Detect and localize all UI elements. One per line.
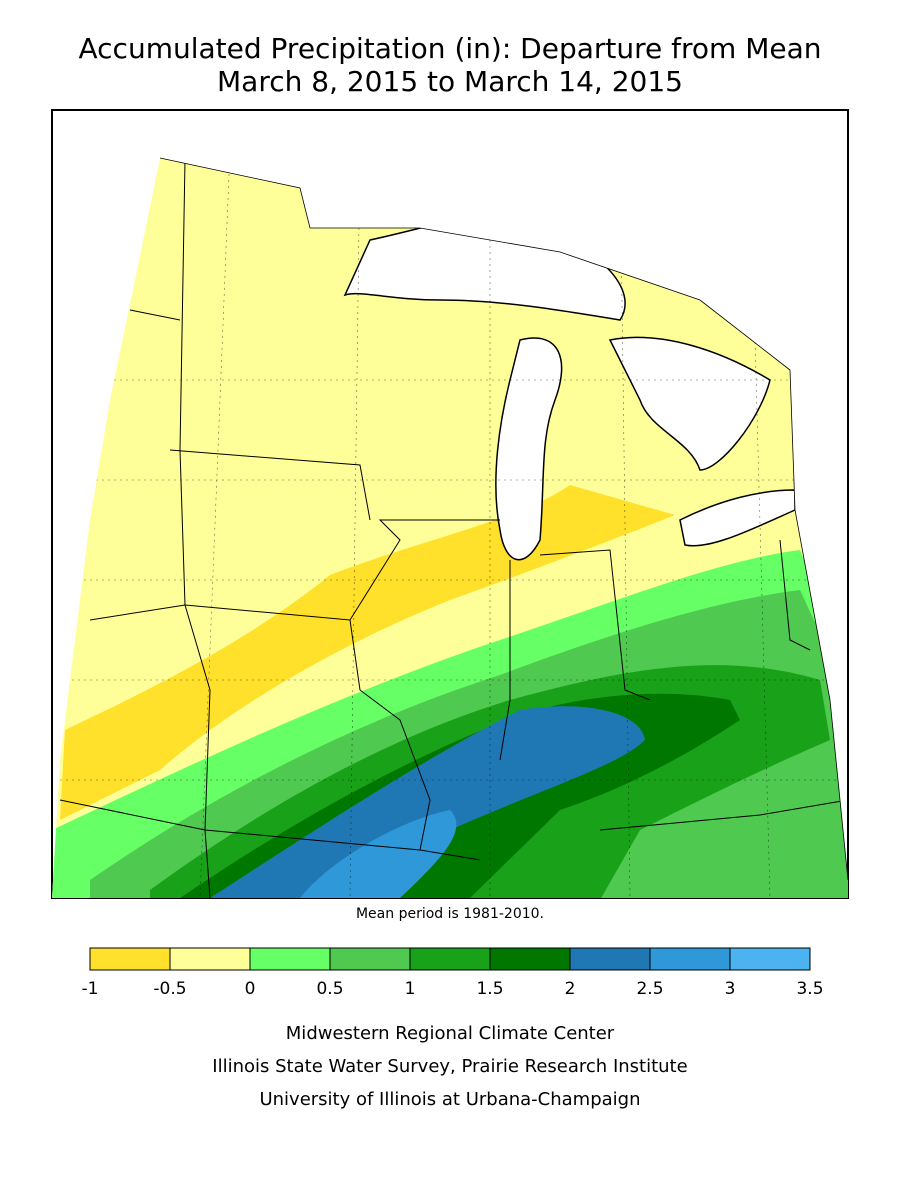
legend-tick-label: 3.5 xyxy=(796,979,823,999)
zone-gold xyxy=(60,485,675,820)
note: Mean period is 1981-2010. xyxy=(356,906,544,922)
legend-tick-label: 3 xyxy=(725,979,736,999)
lake-michigan xyxy=(495,337,563,561)
legend-swatch xyxy=(569,947,651,971)
legend-swatch xyxy=(329,947,411,971)
legend-tick-label: 0 xyxy=(245,979,256,999)
legend-tick-label: 2.5 xyxy=(636,979,663,999)
legend-swatch xyxy=(489,947,571,971)
credit-line: Illinois State Water Survey, Prairie Res… xyxy=(212,1056,687,1077)
state-borders xyxy=(59,159,848,898)
legend-tick-label: -1 xyxy=(82,979,99,999)
title-line: Accumulated Precipitation (in): Departur… xyxy=(79,32,822,65)
legend-swatch xyxy=(409,947,491,971)
map-fill xyxy=(52,158,848,898)
legend-swatch xyxy=(649,947,731,971)
lake-huron xyxy=(608,336,771,471)
legend-tick-label: 2 xyxy=(565,979,576,999)
legend-tick-label: 1.5 xyxy=(476,979,503,999)
credit-line: University of Illinois at Urbana-Champai… xyxy=(259,1089,640,1110)
legend-tick-label: 0.5 xyxy=(316,979,343,999)
graticule xyxy=(60,158,848,898)
zone-blue-1 xyxy=(210,706,645,898)
domain-edge xyxy=(159,157,849,881)
title-line: March 8, 2015 to March 14, 2015 xyxy=(217,65,683,98)
legend-swatch xyxy=(89,947,171,971)
legend-swatch xyxy=(729,947,811,971)
zone-blue-2 xyxy=(300,810,457,898)
credit-line: Midwestern Regional Climate Center xyxy=(286,1023,615,1044)
legend-tick-label: 1 xyxy=(405,979,416,999)
legend-swatch xyxy=(249,947,331,971)
legend-swatch xyxy=(169,947,251,971)
legend-tick-label: -0.5 xyxy=(153,979,186,999)
